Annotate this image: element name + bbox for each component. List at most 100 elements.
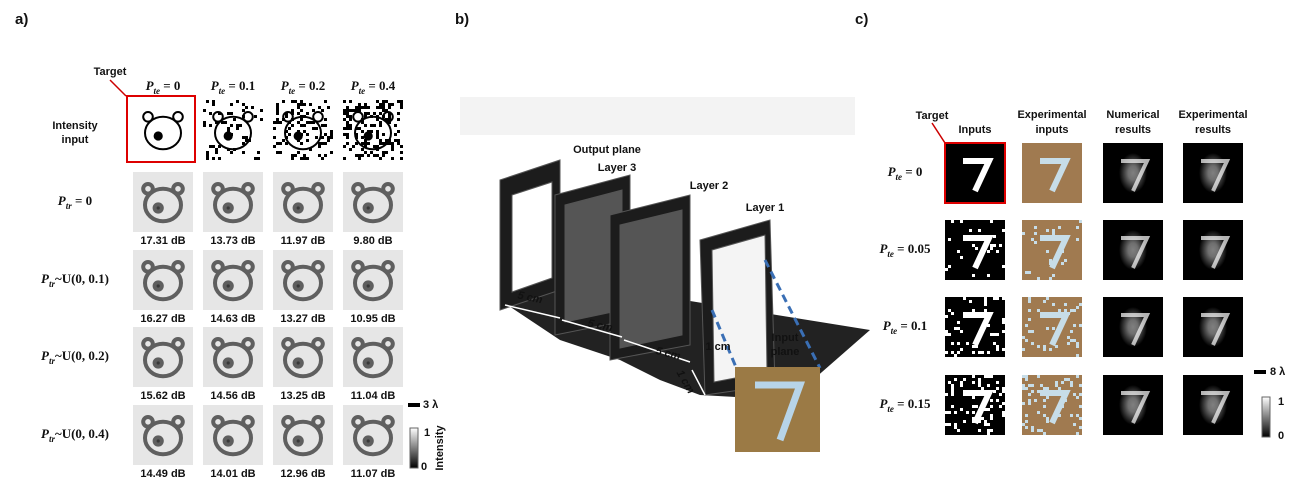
noise-pixel	[954, 423, 957, 426]
noise-pixel	[343, 157, 346, 160]
noise-pixel	[978, 384, 981, 387]
noise-pixel	[300, 118, 303, 121]
noise-pixel	[327, 139, 330, 142]
nose	[365, 437, 372, 444]
nose	[295, 204, 302, 211]
noise-pixel	[960, 381, 963, 384]
label: Experimental	[1178, 109, 1247, 121]
noise-pixel	[385, 139, 388, 142]
noise-pixel	[349, 124, 352, 127]
label: c)	[855, 11, 868, 28]
noise-pixel	[227, 148, 230, 151]
noise-pixel	[388, 139, 391, 142]
noise-pixel	[987, 274, 990, 277]
colorbar	[1262, 397, 1270, 437]
noise-pixel	[245, 106, 248, 109]
scale-bar	[1254, 370, 1266, 374]
math-label: Pte = 0.4	[351, 78, 396, 96]
noise-pixel	[309, 148, 312, 151]
noise-pixel	[963, 378, 966, 381]
noise-pixel	[309, 103, 312, 106]
noise-pixel	[364, 145, 367, 148]
noise-pixel	[288, 121, 291, 124]
label: results	[1195, 124, 1231, 136]
label: 0	[1278, 430, 1284, 442]
noise-pixel	[254, 115, 257, 118]
math-rest: = 0	[902, 164, 922, 179]
psnr-label: 15.62 dB	[140, 390, 185, 402]
noise-pixel	[954, 327, 957, 330]
noise-pixel	[1064, 259, 1067, 262]
math-label: Pte = 0.1	[211, 78, 256, 96]
noise-pixel	[276, 106, 279, 109]
noise-pixel	[297, 151, 300, 154]
noise-pixel	[315, 136, 318, 139]
noise-pixel	[948, 309, 951, 312]
noise-pixel	[245, 139, 248, 142]
noise-pixel	[294, 154, 297, 157]
noise-pixel	[355, 127, 358, 130]
colorbar	[410, 428, 418, 468]
noise-pixel	[303, 157, 306, 160]
input-plane-photo	[735, 367, 820, 452]
label: Layer 3	[598, 162, 637, 174]
noise-pixel	[1025, 414, 1028, 417]
psnr-label: 10.95 dB	[350, 313, 395, 325]
noise-pixel	[1076, 306, 1079, 309]
noise-pixel	[1079, 220, 1082, 223]
noise-pixel	[400, 157, 403, 160]
noise-pixel	[382, 115, 385, 118]
noise-pixel	[1002, 229, 1005, 232]
noise-pixel	[330, 133, 333, 136]
noise-pixel	[1037, 277, 1040, 280]
noise-pixel	[984, 303, 987, 306]
noise-pixel	[1046, 387, 1049, 390]
noise-pixel	[358, 154, 361, 157]
noise-pixel	[1037, 411, 1040, 414]
noise-pixel	[212, 157, 215, 160]
noise-pixel	[1028, 330, 1031, 333]
noise-pixel	[291, 100, 294, 103]
noise-pixel	[1025, 426, 1028, 429]
noise-pixel	[1046, 250, 1049, 253]
noise-pixel	[960, 220, 963, 223]
noise-pixel	[282, 118, 285, 121]
noise-pixel	[352, 145, 355, 148]
noise-pixel	[1031, 384, 1034, 387]
noise-pixel	[230, 103, 233, 106]
noise-pixel	[1061, 381, 1064, 384]
noise-pixel	[227, 127, 230, 130]
noise-pixel	[984, 297, 987, 300]
label: Intensity	[52, 120, 98, 132]
noise-pixel	[285, 130, 288, 133]
noise-pixel	[358, 109, 361, 112]
noise-pixel	[288, 127, 291, 130]
noise-pixel	[382, 106, 385, 109]
noise-pixel	[1040, 384, 1043, 387]
noise-pixel	[376, 115, 379, 118]
noise-pixel	[218, 112, 221, 115]
noise-pixel	[309, 121, 312, 124]
noise-pixel	[951, 390, 954, 393]
noise-pixel	[1070, 309, 1073, 312]
noise-pixel	[212, 103, 215, 106]
noise-pixel	[969, 300, 972, 303]
noise-pixel	[990, 247, 993, 250]
noise-pixel	[215, 148, 218, 151]
noise-pixel	[1040, 429, 1043, 432]
math-rest: = 0	[160, 78, 180, 93]
noise-pixel	[978, 229, 981, 232]
noise-pixel	[391, 103, 394, 106]
noise-pixel	[230, 151, 233, 154]
nose	[365, 204, 372, 211]
noise-pixel	[972, 309, 975, 312]
noise-pixel	[984, 309, 987, 312]
noise-pixel	[273, 145, 276, 148]
psnr-label: 13.27 dB	[280, 313, 325, 325]
math-rest: ~U(0, 0.1)	[55, 271, 109, 286]
noise-pixel	[960, 256, 963, 259]
noise-pixel	[346, 124, 349, 127]
noise-pixel	[212, 145, 215, 148]
noise-pixel	[376, 100, 379, 103]
noise-pixel	[951, 312, 954, 315]
